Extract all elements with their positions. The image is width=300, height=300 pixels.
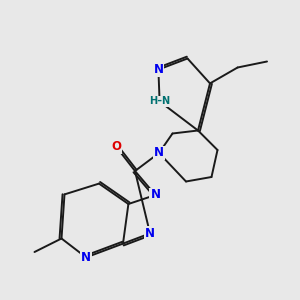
Text: N: N: [150, 188, 161, 202]
Text: N: N: [153, 63, 164, 76]
Text: N: N: [145, 227, 155, 240]
Text: N: N: [154, 146, 164, 160]
Text: H–N: H–N: [149, 96, 170, 106]
Text: N: N: [81, 251, 91, 264]
Text: O: O: [111, 140, 122, 154]
